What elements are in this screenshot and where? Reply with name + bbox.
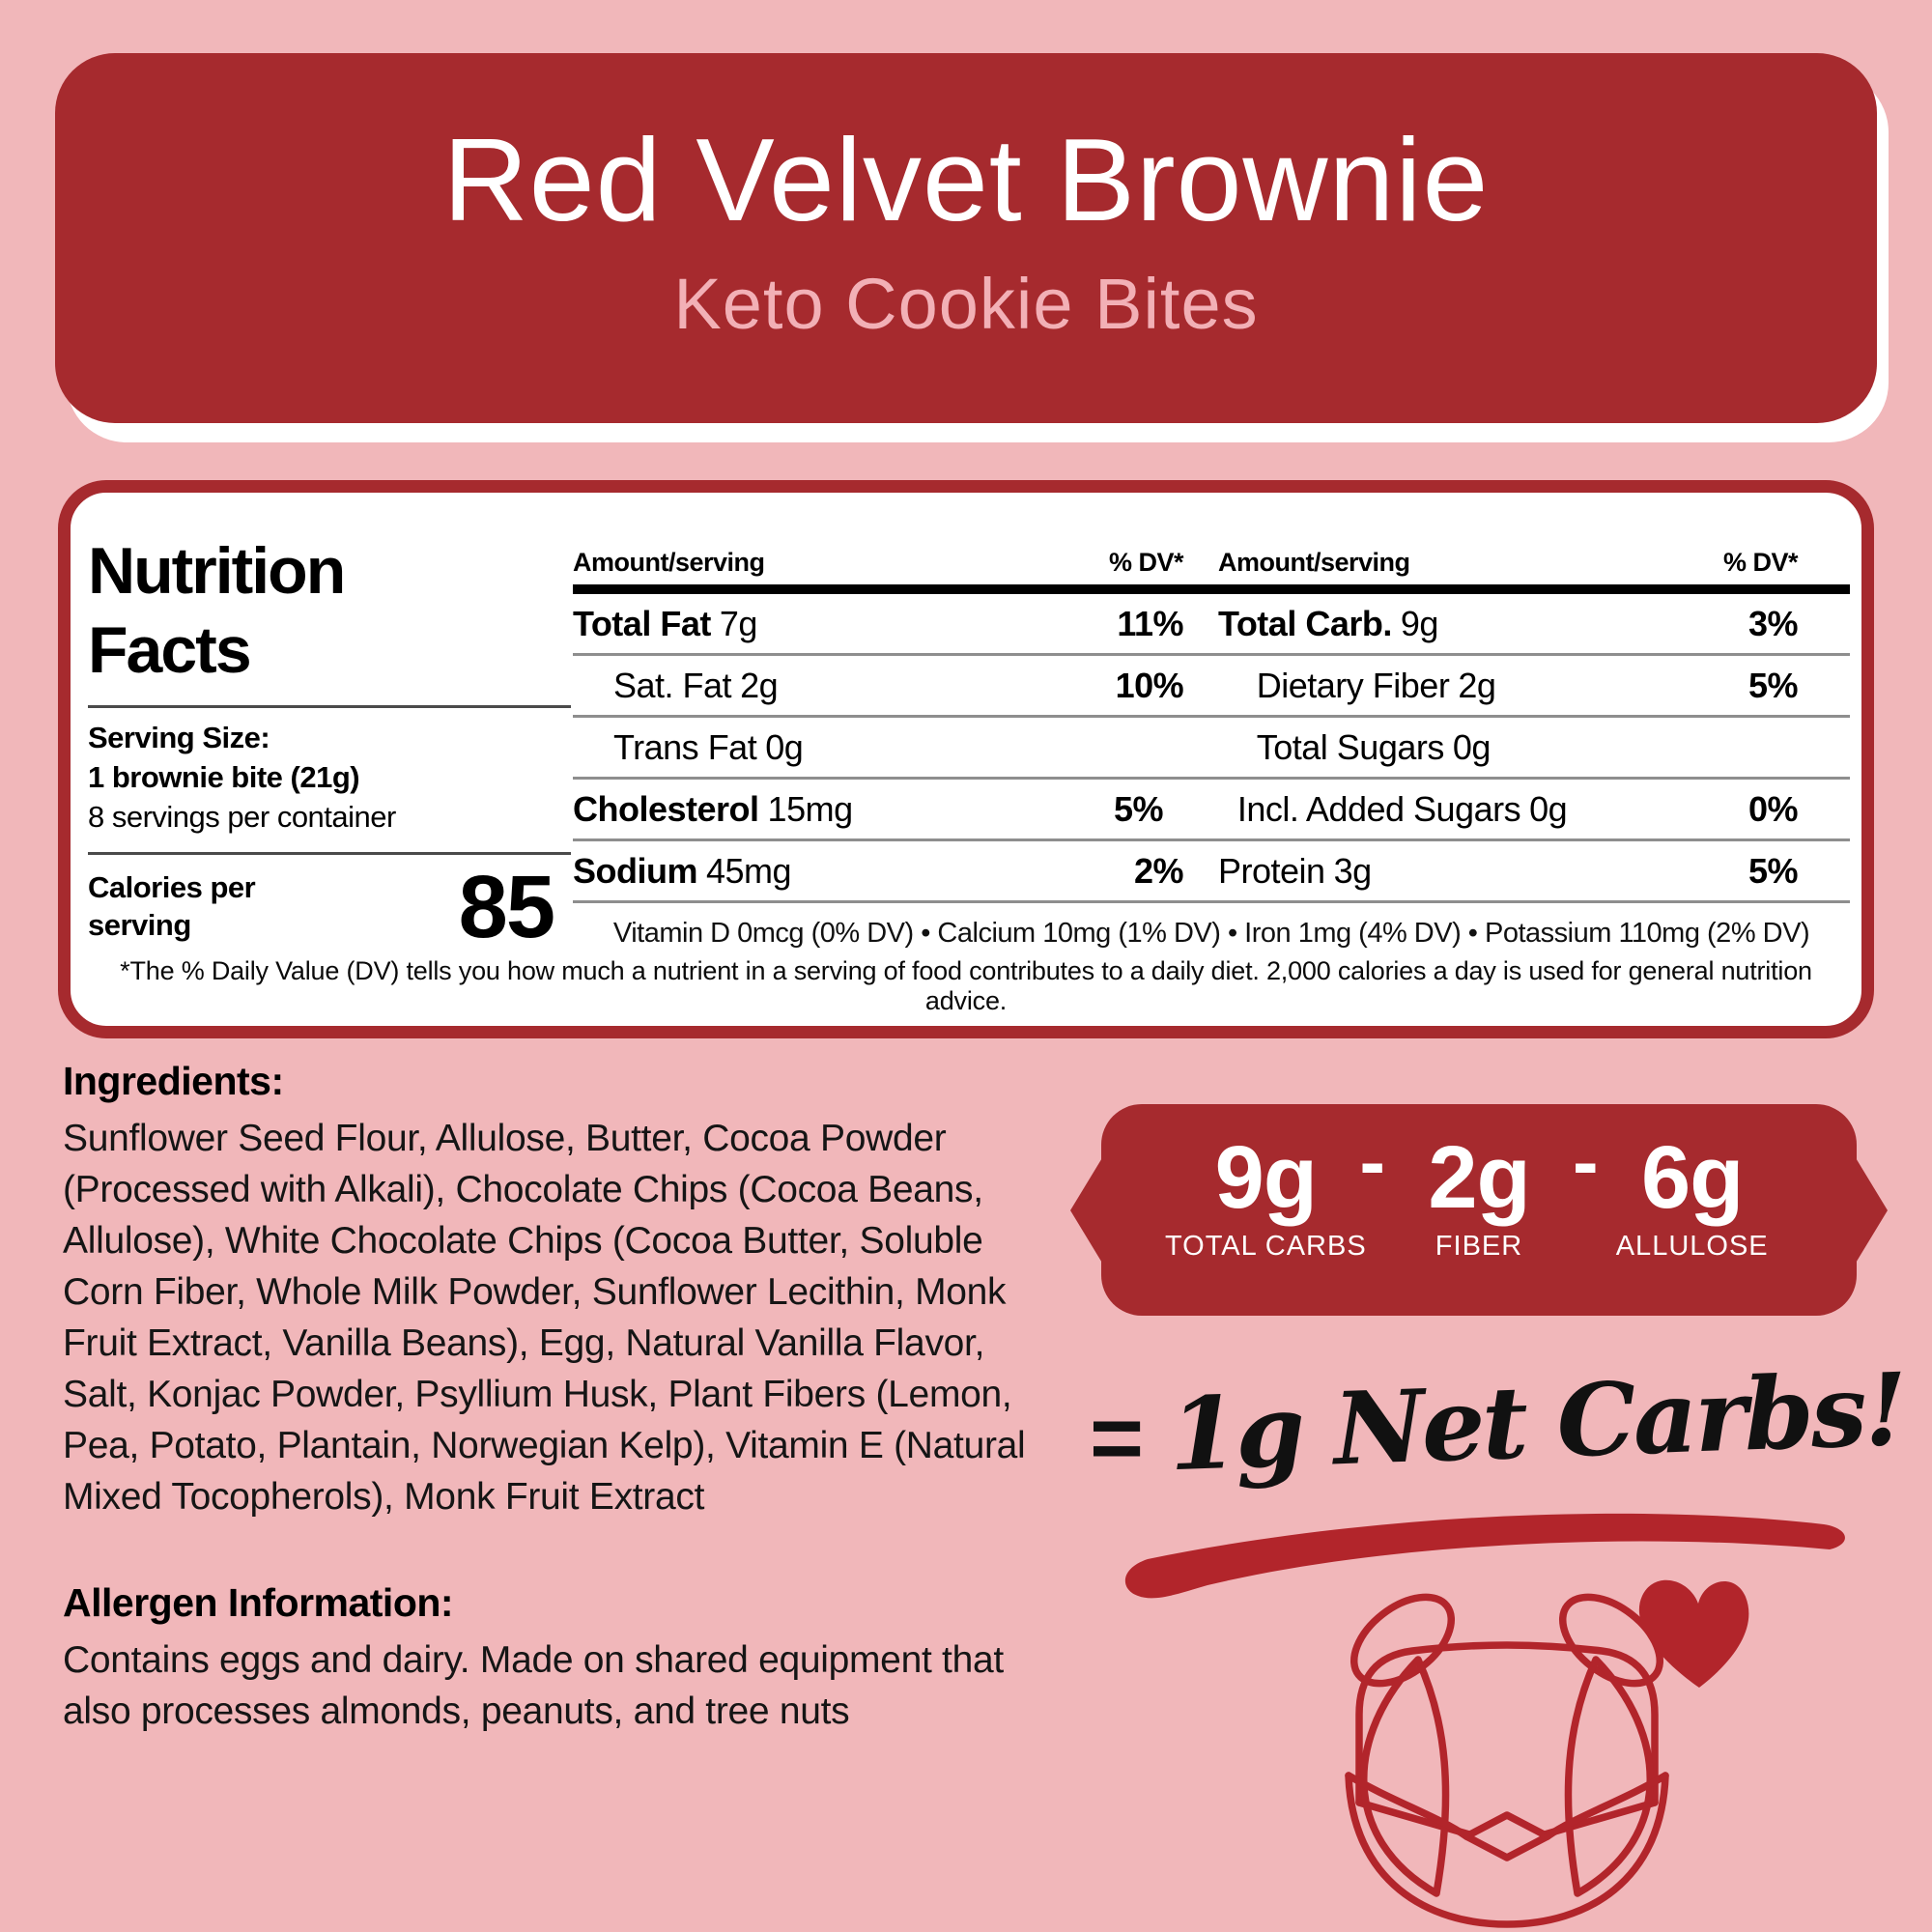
- total-carbs-label: TOTAL CARBS: [1164, 1231, 1367, 1262]
- header-banner: Red Velvet Brownie Keto Cookie Bites: [55, 53, 1877, 423]
- nutrient-dv: 11%: [1117, 603, 1183, 643]
- nutrient-amount: 15mg: [767, 788, 854, 829]
- underline-swoosh: [1124, 1513, 1845, 1599]
- amount-serving-header-left: Amount/serving: [573, 548, 765, 577]
- amount-serving-header-right: Amount/serving: [1218, 548, 1410, 577]
- ingredients-text: Sunflower Seed Flour, Allulose, Butter, …: [63, 1118, 1026, 1518]
- hippo-logo: [1345, 1579, 1749, 1928]
- allulose-value: 6g: [1640, 1128, 1744, 1227]
- nutrient-table: Amount/serving % DV* Amount/serving % DV…: [573, 541, 1850, 903]
- separator-dash: -: [1573, 1119, 1599, 1205]
- hippo-head: [1355, 1641, 1659, 1806]
- nutrient-amount: 2g: [1458, 665, 1496, 705]
- total-carbs-value: 9g: [1214, 1128, 1318, 1227]
- calories-label: Calories per serving: [88, 870, 256, 942]
- product-title: Red Velvet Brownie: [442, 113, 1490, 245]
- net-carbs-statement: = 1g Net Carbs!: [1090, 1351, 1907, 1494]
- micronutrients-line: Vitamin D 0mcg (0% DV) • Calcium 10mg (1…: [612, 918, 1810, 949]
- nutrient-name: Sat. Fat: [613, 665, 732, 705]
- allulose-label: ALLULOSE: [1615, 1231, 1769, 1262]
- nutrient-amount: 7g: [719, 603, 758, 643]
- separator-dash: -: [1359, 1119, 1385, 1205]
- nutrient-name: Total Carb.: [1218, 603, 1392, 643]
- nutrient-name: Cholesterol: [573, 788, 759, 829]
- nutrient-amount: 3g: [1333, 850, 1373, 891]
- badge-labels-row: TOTAL CARBS FIBER ALLULOSE: [1101, 1229, 1857, 1263]
- ingredients-heading: Ingredients:: [63, 1059, 284, 1103]
- hippo-left-cheek: [1360, 1656, 1450, 1897]
- table-row: Total Fat 7g 11% Total Carb. 9g 3%: [573, 594, 1850, 656]
- nutrient-name: Sodium: [573, 850, 698, 891]
- hippo-jaw-left-edge: [1345, 1772, 1470, 1840]
- nutrient-dv: 0%: [1747, 788, 1799, 829]
- hippo-jaw: [1345, 1772, 1669, 1928]
- nutrient-amount: 45mg: [706, 850, 792, 891]
- nutrition-facts-title: Nutrition Facts: [88, 531, 571, 690]
- nutrient-amount: 0g: [1529, 788, 1568, 829]
- nutrient-name: Dietary Fiber: [1256, 665, 1450, 705]
- nutrient-amount: 0g: [1452, 726, 1492, 767]
- fiber-value: 2g: [1428, 1128, 1530, 1227]
- calories-value: 85: [458, 858, 555, 956]
- divider: [88, 852, 571, 855]
- dv-header-right: % DV*: [1722, 548, 1799, 577]
- nutrient-dv: 5%: [1747, 850, 1799, 891]
- fiber-label: FIBER: [1435, 1231, 1523, 1262]
- nutrient-name: Total Fat: [573, 603, 711, 643]
- equals-sign: =: [1090, 1386, 1144, 1490]
- nutrient-name: Trans Fat: [613, 726, 757, 767]
- table-row: Sodium 45mg 2% Protein 3g 5%: [573, 841, 1850, 903]
- allergen-heading: Allergen Information:: [63, 1580, 454, 1625]
- hippo-line-art: [1345, 1593, 1669, 1928]
- nutrient-dv: 10%: [1115, 665, 1184, 705]
- nutrient-dv: 3%: [1747, 603, 1799, 643]
- table-row: Sat. Fat 2g 10% Dietary Fiber 2g 5%: [573, 656, 1850, 718]
- calories-row: Calories per serving 85: [88, 858, 571, 958]
- nutrition-facts-left-column: Nutrition Facts Serving Size: 1 brownie …: [88, 531, 571, 958]
- nutrient-amount: 2g: [740, 665, 779, 705]
- table-row: Cholesterol 15mg 5% Incl. Added Sugars 0g …: [573, 780, 1850, 841]
- divider: [88, 705, 571, 708]
- servings-per-container: 8 servings per container: [88, 800, 396, 834]
- serving-size-value: 1 brownie bite (21g): [88, 760, 360, 794]
- nutrient-name: Incl. Added Sugars: [1236, 788, 1521, 829]
- nutrient-dv: 2%: [1133, 850, 1184, 891]
- net-carbs-badge: 9g 2g 6g - - TOTAL CARBS FIBER ALLULOSE: [1101, 1104, 1857, 1316]
- allergen-text: Contains eggs and dairy. Made on shared …: [63, 1639, 1004, 1732]
- nutrition-facts-title-line2: Facts: [88, 613, 252, 687]
- nutrient-amount: 9g: [1400, 603, 1439, 643]
- hippo-right-cheek: [1564, 1656, 1654, 1897]
- badge-values-row: 9g 2g 6g - -: [1101, 1104, 1857, 1229]
- hippo-jaw-right-edge: [1544, 1772, 1669, 1840]
- nutrient-table-header: Amount/serving % DV* Amount/serving % DV…: [573, 541, 1850, 594]
- net-carbs-text: 1g Net Carbs!: [1167, 1350, 1907, 1494]
- hippo-nose-diamond: [1463, 1811, 1551, 1861]
- product-subtitle: Keto Cookie Bites: [673, 264, 1259, 345]
- table-row: Trans Fat 0g Total Sugars 0g: [573, 718, 1850, 780]
- daily-value-footnote: *The % Daily Value (DV) tells you how mu…: [120, 956, 1812, 1015]
- nutrient-name: Protein: [1218, 850, 1325, 891]
- serving-size-label: Serving Size:: [88, 721, 270, 754]
- nutrition-facts-title-line1: Nutrition: [88, 534, 346, 608]
- nutrient-name: Total Sugars: [1256, 726, 1445, 767]
- nutrition-facts-panel: Nutrition Facts Serving Size: 1 brownie …: [58, 480, 1874, 1038]
- nutrient-dv: 5%: [1747, 665, 1799, 705]
- heart-icon: [1638, 1579, 1749, 1688]
- dv-header-left: % DV*: [1108, 548, 1184, 577]
- nutrient-amount: 0g: [765, 726, 804, 767]
- nutrient-dv: 5%: [1114, 788, 1164, 829]
